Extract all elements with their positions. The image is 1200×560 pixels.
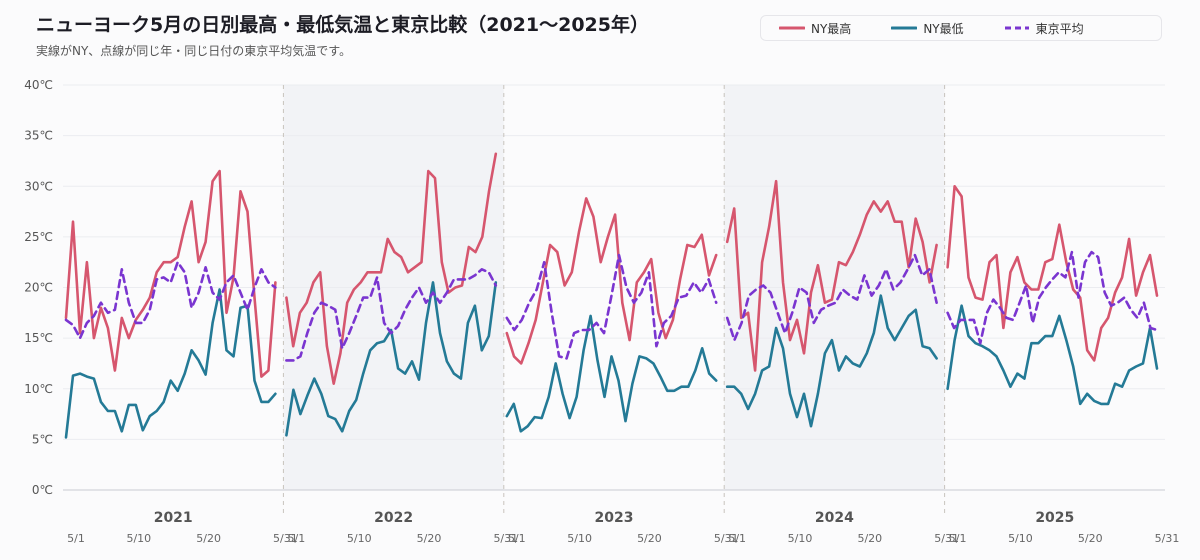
- legend-item-ny-min[interactable]: NY最低: [891, 20, 964, 37]
- year-panel-2022: 2022 5/1 5/10 5/20 5/31: [285, 152, 518, 545]
- x-day-tick-label: 5/10: [1008, 532, 1033, 545]
- y-tick-label: 25℃: [24, 230, 53, 244]
- x-day-tick-label: 5/10: [567, 532, 592, 545]
- x-day-tick-label: 5/31: [934, 532, 959, 545]
- y-tick-label: 5℃: [32, 432, 53, 446]
- x-day-tick-label: 5/1: [508, 532, 526, 545]
- series-line-ny-max-2022: [285, 152, 498, 386]
- legend-label-ny-min: NY最低: [923, 21, 964, 36]
- y-tick-label: 10℃: [24, 382, 53, 396]
- x-day-tick-label: 5/1: [728, 532, 746, 545]
- series-line-ny-max-2024: [725, 179, 938, 372]
- x-day-tick-label: 5/10: [347, 532, 372, 545]
- x-year-label: 2021: [154, 510, 193, 526]
- x-day-tick-label: 5/10: [788, 532, 813, 545]
- x-day-tick-label: 5/31: [714, 532, 739, 545]
- legend-item-tokyo[interactable]: 東京平均: [1004, 20, 1084, 37]
- series-line-ny-min-2021: [64, 288, 277, 439]
- y-tick-label: 20℃: [24, 281, 53, 295]
- x-day-tick-label: 5/31: [493, 532, 518, 545]
- year-panel-2024: 2024 5/1 5/10 5/20 5/31: [725, 179, 959, 545]
- series-line-tokyo-2022: [285, 267, 498, 362]
- series-line-tokyo-2021: [64, 260, 277, 340]
- chart-legend: NY最高 NY最低 東京平均: [760, 15, 1162, 41]
- x-day-tick-label: 5/20: [637, 532, 662, 545]
- x-day-tick-label: 5/1: [949, 532, 967, 545]
- x-day-tick-label: 5/20: [417, 532, 442, 545]
- year-panel-2021: 2021 5/1 5/10 5/20 5/31: [64, 169, 298, 545]
- x-day-tick-label: 5/20: [857, 532, 882, 545]
- x-year-label: 2024: [815, 510, 854, 526]
- series-line-ny-max-2025: [946, 185, 1159, 362]
- x-day-tick-label: 5/20: [196, 532, 221, 545]
- x-day-tick-label: 5/31: [273, 532, 298, 545]
- series-line-ny-min-2023: [505, 314, 718, 433]
- x-year-label: 2023: [595, 510, 634, 526]
- chart-subtitle: 実線がNY、点線が同じ年・同じ日付の東京平均気温です。: [36, 44, 352, 58]
- y-tick-label: 0℃: [32, 483, 53, 497]
- legend-swatch-tokyo: [1004, 26, 1029, 30]
- x-day-tick-label: 5/31: [1155, 532, 1180, 545]
- series-line-tokyo-2025: [946, 250, 1159, 345]
- year-panel-2023: 2023 5/1 5/10 5/20 5/31: [505, 197, 739, 545]
- series-line-ny-min-2025: [946, 304, 1159, 406]
- x-year-label: 2022: [374, 510, 413, 526]
- y-tick-label: 30℃: [24, 179, 53, 193]
- y-tick-label: 15℃: [24, 331, 53, 345]
- x-day-tick-label: 5/20: [1078, 532, 1103, 545]
- y-tick-label: 40℃: [24, 78, 53, 92]
- x-year-label: 2025: [1035, 510, 1074, 526]
- year-panel-2025: 2025 5/1 5/10 5/20 5/31: [946, 185, 1180, 545]
- chart-title: ニューヨーク5月の日別最高・最低気温と東京比較（2021〜2025年）: [36, 14, 649, 36]
- x-day-tick-label: 5/10: [126, 532, 151, 545]
- legend-swatch-ny-min: [891, 26, 918, 30]
- y-tick-label: 35℃: [24, 129, 53, 143]
- legend-swatch-ny-max: [779, 26, 805, 30]
- legend-item-ny-max[interactable]: NY最高: [779, 20, 851, 37]
- x-day-tick-label: 5/1: [288, 532, 306, 545]
- series-line-ny-min-2022: [285, 281, 498, 437]
- series-line-tokyo-2024: [725, 253, 938, 342]
- legend-label-tokyo: 東京平均: [1035, 21, 1084, 36]
- series-line-ny-max-2023: [505, 197, 718, 365]
- x-day-tick-label: 5/1: [67, 532, 85, 545]
- series-line-ny-max-2021: [64, 169, 277, 378]
- series-line-ny-min-2024: [725, 294, 938, 428]
- series-line-tokyo-2023: [505, 253, 718, 360]
- legend-label-ny-max: NY最高: [811, 21, 852, 36]
